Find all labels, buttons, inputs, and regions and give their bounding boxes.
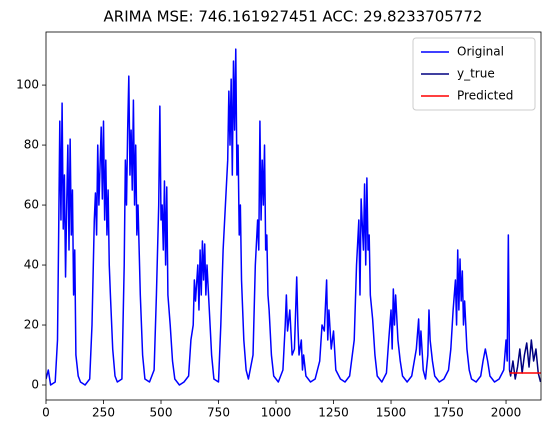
y-tick-label: 40 <box>24 258 39 272</box>
x-tick-label: 1250 <box>318 406 349 420</box>
x-tick-label: 500 <box>150 406 173 420</box>
x-tick-label: 750 <box>207 406 230 420</box>
y-tick-label: 0 <box>31 378 39 392</box>
y-tick-label: 100 <box>16 78 39 92</box>
x-tick-label: 1500 <box>376 406 407 420</box>
series-line <box>508 339 541 383</box>
x-tick-label: 2000 <box>491 406 522 420</box>
plot-frame <box>45 31 542 401</box>
x-tick-label: 250 <box>92 406 115 420</box>
x-tick-label: 1750 <box>433 406 464 420</box>
legend-label: Predicted <box>457 89 513 103</box>
series-line <box>46 48 511 386</box>
legend-label: Original <box>457 45 504 59</box>
x-tick-label: 0 <box>42 406 50 420</box>
x-tick-label: 1000 <box>261 406 292 420</box>
y-tick-label: 20 <box>24 318 39 332</box>
chart-title: ARIMA MSE: 746.161927451 ACC: 29.8233705… <box>104 8 483 26</box>
y-tick-label: 80 <box>24 138 39 152</box>
legend-label: y_true <box>457 67 495 81</box>
y-tick-label: 60 <box>24 198 39 212</box>
legend-box <box>412 37 536 111</box>
